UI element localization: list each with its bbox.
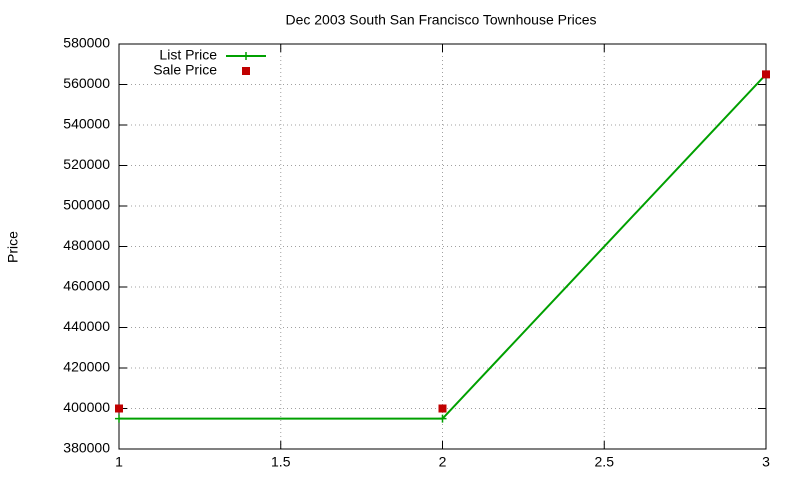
y-tick-label: 580000 — [63, 35, 110, 51]
y-axis-label: Price — [5, 231, 21, 263]
y-tick-label: 440000 — [63, 318, 110, 334]
x-tick-label: 2.5 — [595, 454, 615, 470]
y-tick-label: 460000 — [63, 278, 110, 294]
y-tick-label: 400000 — [63, 399, 110, 415]
data-point — [438, 404, 447, 413]
y-tick-label: 380000 — [63, 440, 110, 456]
legend-label: Sale Price — [153, 62, 217, 78]
chart-title: Dec 2003 South San Francisco Townhouse P… — [285, 12, 596, 28]
x-tick-label: 1.5 — [271, 454, 291, 470]
data-point — [115, 414, 123, 423]
y-tick-label: 540000 — [63, 116, 110, 132]
data-point — [762, 70, 770, 79]
y-tick-label: 480000 — [63, 237, 110, 253]
plot-frame — [118, 43, 767, 450]
y-tick-label: 560000 — [63, 75, 110, 91]
y-tick-label: 520000 — [63, 156, 110, 172]
legend-marker — [242, 67, 250, 75]
legend-label: List Price — [159, 47, 217, 63]
data-point — [438, 414, 447, 423]
y-tick-label: 420000 — [63, 359, 110, 375]
legend-marker — [242, 52, 250, 60]
x-tick-label: 2 — [439, 454, 447, 470]
series-line — [119, 73, 767, 420]
y-tick-label: 500000 — [63, 197, 110, 213]
data-point — [115, 404, 123, 413]
x-tick-label: 1 — [115, 454, 123, 470]
x-tick-label: 3 — [762, 454, 770, 470]
